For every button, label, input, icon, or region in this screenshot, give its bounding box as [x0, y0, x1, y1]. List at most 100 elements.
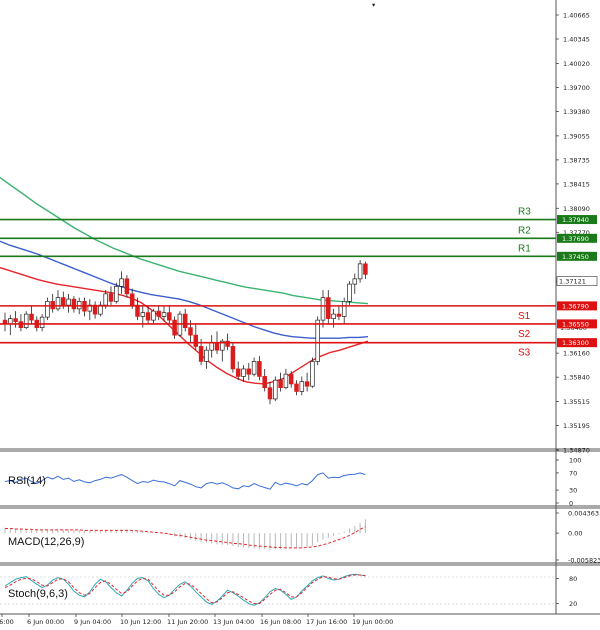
candle-bearish — [262, 376, 267, 389]
candle-bearish — [129, 293, 135, 306]
candle-bullish — [23, 313, 29, 328]
candle-bullish — [283, 373, 289, 389]
rsi-tick-label: 30 — [569, 487, 577, 495]
candle-bearish — [124, 278, 130, 295]
macd-axis: 0.004363 0.00 -0.005823 — [556, 510, 600, 565]
candle-bearish — [182, 313, 188, 328]
moving-average-blue — [0, 240, 369, 339]
candle-bearish — [156, 310, 161, 317]
moving-average-red — [0, 266, 369, 385]
macd-signal-line — [5, 526, 366, 549]
candle-bearish — [267, 387, 273, 400]
price-axis: 1.40665 1.40345 1.40020 1.39700 1.39380 1.390… — [556, 12, 590, 455]
stoch-tick-label: 20 — [569, 600, 577, 608]
level-name-s2: S2 — [518, 329, 531, 340]
candle-bearish — [188, 327, 193, 336]
stoch-d-line — [4, 574, 366, 605]
candle-bullish — [45, 301, 50, 318]
rsi-line — [4, 472, 366, 490]
level-tag-s3 — [557, 338, 597, 348]
candle-bearish — [135, 304, 140, 317]
macd-panel: 0.004363 0.00 -0.005823 MACD(12,26,9) — [4, 510, 600, 565]
candle-bearish — [145, 312, 151, 321]
candle-bullish — [352, 278, 358, 285]
candle-bearish — [172, 319, 177, 336]
candle-bullish — [151, 310, 156, 321]
price-tick-label: 1.38735 — [563, 156, 590, 164]
time-axis: 16:00 6 Jun 00:00 9 Jun 04:00 10 Jun 12:00 1… — [0, 614, 393, 626]
level-value-s1: 1.36790 — [562, 302, 589, 310]
level-name-r1: R1 — [518, 243, 531, 254]
time-tick-label: 17 Jun 16:00 — [306, 618, 347, 626]
candle-bullish — [357, 263, 363, 280]
time-tick-label: 13 Jun 04:00 — [213, 618, 254, 626]
price-tick-label: 1.35195 — [563, 422, 590, 430]
candle-bullish — [66, 298, 71, 306]
stoch-k-line — [4, 573, 366, 606]
candle-bullish — [273, 379, 278, 400]
level-tag-s1 — [557, 301, 597, 311]
price-tick-label: 1.38415 — [563, 180, 590, 188]
candle-bearish — [13, 318, 18, 322]
rsi-title: RSI(14) — [8, 475, 46, 487]
candle-bearish — [29, 313, 34, 321]
candle-bearish — [167, 312, 172, 321]
price-tick-label: 1.36160 — [563, 350, 590, 358]
candle-bullish — [331, 313, 336, 319]
time-tick-label: 9 Jun 04:00 — [74, 618, 111, 626]
candle-bearish — [225, 340, 230, 347]
candle-bearish — [304, 381, 310, 387]
candle-bearish — [278, 379, 283, 389]
candle-bullish — [140, 312, 146, 317]
candle-bullish — [55, 297, 61, 310]
time-tick-label: 19 Jun 00:00 — [352, 618, 393, 626]
stoch-tick-label: 80 — [569, 575, 577, 583]
price-tick-label: 1.40345 — [563, 36, 590, 44]
rsi-tick-label: 70 — [569, 469, 577, 477]
current-price-label: 1.37121 — [559, 278, 586, 286]
price-tick-label: 1.40665 — [563, 12, 590, 20]
level-value-s2: 1.36550 — [562, 320, 589, 328]
price-tick-label: 1.35515 — [563, 398, 590, 406]
price-tick-label: 1.39380 — [563, 108, 590, 116]
candle-bearish — [193, 334, 199, 347]
rsi-panel: 100 70 30 0 RSI(14) — [4, 457, 581, 508]
macd-tick-label: 0.004363 — [568, 510, 599, 518]
candle-bullish — [119, 278, 124, 287]
candle-bearish — [257, 361, 262, 377]
level-value-r2: 1.37690 — [562, 235, 589, 243]
level-name-r3: R3 — [518, 207, 531, 218]
candle-bullish — [39, 316, 45, 328]
rsi-axis: 100 70 30 0 — [556, 457, 581, 508]
level-tag-r1 — [557, 251, 597, 261]
stoch-axis: 80 20 — [556, 575, 577, 608]
level-value-r1: 1.37450 — [562, 253, 589, 261]
candle-bearish — [230, 346, 236, 370]
candle-bearish — [71, 298, 77, 310]
candle-bullish — [204, 349, 209, 362]
price-tick-label: 1.39055 — [563, 132, 590, 140]
candle-bullish — [103, 293, 108, 306]
current-price-tag: 1.37121 — [556, 276, 598, 286]
stoch-panel: 80 20 Stoch(9,6,3) — [0, 573, 577, 608]
candle-bullish — [315, 319, 320, 362]
time-tick-label: 6 Jun 00:00 — [27, 618, 64, 626]
candle-bullish — [347, 283, 352, 302]
time-tick-label: 11 Jun 20:00 — [167, 618, 208, 626]
candle-bearish — [214, 342, 220, 351]
macd-title: MACD(12,26,9) — [8, 536, 84, 548]
candle-bearish — [108, 293, 114, 302]
candle-bearish — [336, 313, 342, 317]
price-tick-label: 1.37770 — [563, 229, 590, 237]
candle-bearish — [288, 373, 294, 385]
level-name-r2: R2 — [518, 225, 531, 236]
scroll-marker-icon[interactable]: ▾ — [372, 1, 376, 9]
candle-bearish — [294, 383, 299, 392]
time-tick-label: 16:00 — [0, 618, 14, 626]
candle-bearish — [326, 297, 331, 319]
candle-bullish — [310, 361, 315, 387]
level-name-s1: S1 — [518, 311, 531, 322]
level-value-r3: 1.37940 — [562, 216, 589, 224]
price-tick-label: 1.40020 — [563, 60, 590, 68]
